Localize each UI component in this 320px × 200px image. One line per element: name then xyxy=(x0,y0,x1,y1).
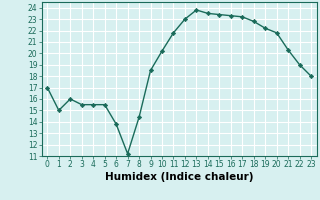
X-axis label: Humidex (Indice chaleur): Humidex (Indice chaleur) xyxy=(105,172,253,182)
